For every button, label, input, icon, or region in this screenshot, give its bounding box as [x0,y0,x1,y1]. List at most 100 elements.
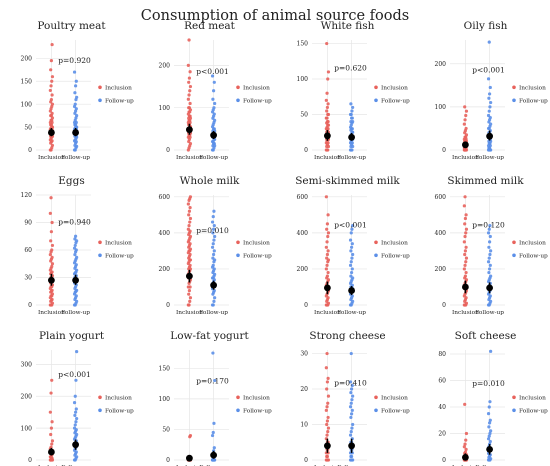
data-point [487,227,491,231]
data-point [464,260,468,264]
panel-title: Poultry meat [37,20,106,32]
data-point [326,249,330,253]
legend-key [512,408,516,413]
data-point [326,430,330,434]
data-point [211,263,215,267]
x-tick-label: Follow-up [61,155,90,161]
legend-label: Inclusion [519,86,546,92]
mean-point [462,141,469,149]
panel: Low-fat yogurt 0 50 100 150 p=0.170 Inclusion F… [159,330,273,466]
data-point [349,120,353,124]
data-point [350,412,354,416]
data-point [187,106,191,110]
y-tick-label: 20 [300,386,308,393]
panel-title: Soft cheese [455,330,517,342]
legend-key [512,395,516,400]
panel-title: White fish [321,20,375,32]
x-tick-label: Follow-up [475,310,504,316]
y-tick-label: 90 [24,220,32,227]
x-tick-label: Inclusion [452,310,479,316]
data-point [74,410,78,414]
x-tick-label: Inclusion [176,310,203,316]
data-point [464,113,468,118]
data-point [188,195,193,199]
p-value-annotation: p=0.410 [334,378,367,387]
legend-label: Inclusion [519,396,546,402]
data-point [50,248,54,252]
data-point [463,274,467,278]
x-tick-label: Follow-up [337,310,366,316]
data-point [351,422,355,427]
data-point [464,126,468,131]
y-tick-label: 20 [438,431,446,438]
data-point [325,41,329,46]
data-point [489,249,493,253]
y-tick-label: 40 [438,404,446,411]
data-point [463,442,467,446]
data-point [324,408,328,412]
data-point [74,107,78,111]
data-point [463,222,467,226]
mean-point [210,131,217,139]
data-point [463,450,467,454]
y-tick-label: 100 [21,101,33,108]
data-point [186,285,190,289]
data-point [325,422,329,427]
data-point [488,263,492,267]
data-point [325,419,329,423]
y-tick-label: 150 [21,78,33,85]
y-tick-label: 50 [300,112,308,119]
data-point [488,400,492,404]
mean-point [186,272,193,280]
data-point [325,380,329,384]
data-point [75,95,79,99]
data-point [210,433,215,438]
legend-key [236,85,240,90]
data-point [325,405,329,409]
legend-label: Follow-up [243,254,272,260]
y-tick-label: 80 [438,351,446,358]
panel: Semi-skimmed milk 0 200 400 600 p<0.001 Inclus… [295,175,410,316]
y-tick-label: 600 [297,194,309,201]
data-point [187,303,191,307]
data-point [325,256,329,260]
panel-title: Whole milk [180,175,240,187]
data-point [74,407,78,411]
data-point [488,421,492,425]
x-tick-label: Follow-up [61,310,90,316]
data-point [73,102,77,106]
data-point [211,430,215,435]
panel-title: Oily fish [464,20,508,32]
data-point [188,299,192,303]
mean-point [210,281,217,289]
data-point [351,252,355,257]
data-point [188,101,192,106]
data-point [211,242,215,246]
data-point [213,118,217,122]
legend-label: Inclusion [381,396,408,402]
data-point [188,296,193,300]
p-value-annotation: p=0.010 [196,226,229,235]
data-point [350,227,354,231]
data-point [325,433,329,437]
legend-label: Follow-up [105,99,134,105]
y-tick-label: 400 [297,230,309,237]
data-point [187,80,191,84]
data-point [326,213,330,217]
data-point [324,267,328,271]
y-tick-label: 150 [159,366,171,373]
data-point [187,292,191,296]
data-point [212,299,216,303]
data-point [50,75,55,79]
data-point [324,245,328,249]
data-point [188,114,192,118]
data-point [488,92,492,96]
panel-title: Skimmed milk [447,175,524,187]
data-point [188,220,192,224]
data-point [464,227,469,231]
data-point [212,252,216,257]
legend-key [98,408,102,413]
data-point [463,105,467,109]
legend-key [374,98,378,103]
data-point [351,394,355,398]
